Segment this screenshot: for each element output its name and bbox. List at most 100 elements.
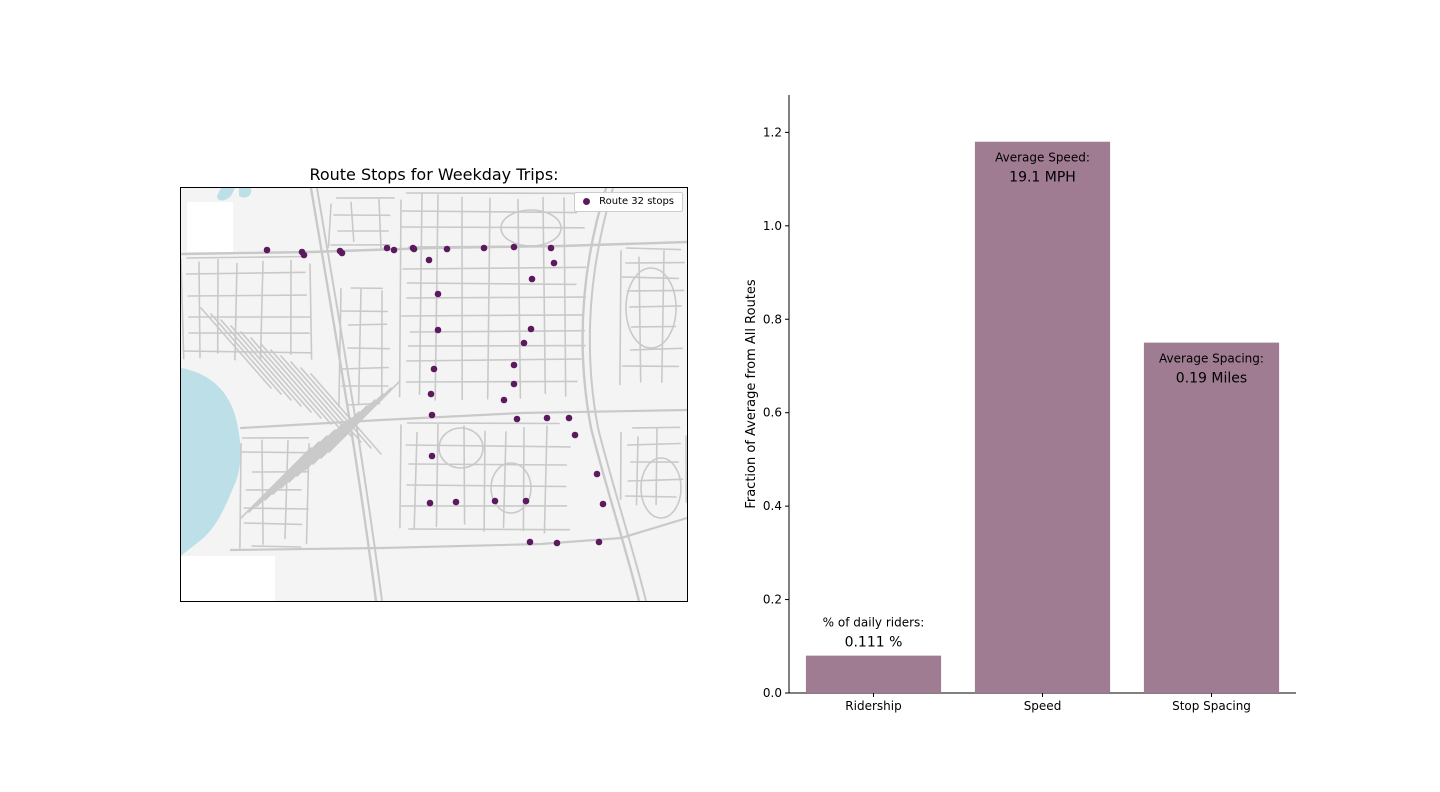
road (655, 427, 658, 506)
road (185, 271, 306, 275)
road (626, 442, 681, 446)
road (259, 260, 264, 361)
route-stop (434, 290, 442, 298)
road (408, 528, 570, 531)
route-stop (383, 244, 391, 252)
map-title: Route Stops for Weekday Trips: (309, 165, 559, 184)
road (619, 250, 622, 386)
road (340, 310, 389, 313)
road (350, 201, 355, 243)
y-tick-label: 0.2 (763, 593, 782, 607)
pond-shape (217, 188, 235, 201)
route-stop (430, 365, 438, 373)
road (250, 337, 322, 419)
pond-shape (239, 188, 252, 198)
route-stop (443, 245, 451, 253)
road (280, 355, 352, 437)
road (400, 226, 585, 229)
road (625, 247, 682, 251)
road (272, 423, 344, 495)
route-stop (427, 390, 435, 398)
road (640, 457, 682, 519)
blank-area (187, 202, 233, 252)
road (229, 516, 687, 552)
road (270, 349, 342, 431)
road (327, 203, 332, 248)
annotation-value: 0.111 % (845, 635, 903, 651)
route-stop (528, 275, 536, 283)
route-stop (510, 380, 518, 388)
annotation-value: 19.1 MPH (1009, 170, 1076, 186)
route-stop (513, 415, 521, 423)
road (483, 430, 486, 532)
route-stops (263, 243, 607, 547)
road (638, 256, 642, 383)
road (256, 435, 328, 507)
road (338, 288, 342, 408)
blank-area (181, 556, 275, 601)
road (517, 198, 522, 399)
road (181, 258, 185, 360)
annotation-label: Average Spacing: (1159, 352, 1264, 366)
road (347, 323, 388, 326)
route-stop (428, 411, 436, 419)
route-stop (520, 339, 528, 347)
y-tick-label: 0.8 (763, 312, 782, 326)
x-tick-label: Ridership (845, 699, 901, 713)
road (234, 262, 238, 361)
y-tick-label: 0.6 (763, 406, 782, 420)
road (522, 427, 525, 532)
lake-shape (181, 368, 241, 556)
route-stop (338, 249, 346, 257)
road (239, 408, 687, 430)
road (300, 367, 372, 449)
road (243, 507, 309, 510)
road (210, 313, 282, 395)
route-stop (547, 244, 555, 252)
route-stop (527, 325, 535, 333)
road (624, 495, 677, 498)
route-stop (434, 326, 442, 334)
road (309, 188, 378, 601)
road (251, 545, 302, 548)
route-stop (595, 538, 603, 546)
road (563, 197, 567, 397)
road (635, 436, 639, 506)
route-stop (480, 244, 488, 252)
road (328, 381, 400, 453)
road (398, 199, 402, 398)
route-map: Route 32 stops (180, 187, 688, 602)
y-tick-label: 1.0 (763, 219, 782, 233)
road (406, 282, 577, 286)
road (288, 411, 360, 483)
road (280, 417, 352, 489)
route-stop (428, 452, 436, 460)
road (186, 255, 306, 259)
road (187, 294, 307, 297)
route-stop (300, 251, 308, 259)
legend-label: Route 32 stops (599, 196, 674, 207)
road (240, 451, 307, 454)
road (240, 447, 312, 519)
road (309, 263, 313, 360)
route-stop (500, 396, 508, 404)
route-stop (410, 245, 418, 253)
route-stop (452, 498, 460, 506)
road-network (181, 188, 687, 601)
road (463, 425, 466, 525)
road (630, 325, 677, 328)
annotation-value: 0.19 Miles (1176, 371, 1247, 387)
road (230, 325, 302, 407)
road (490, 462, 532, 514)
route-stop (526, 538, 534, 546)
road (240, 331, 312, 413)
road (399, 424, 402, 529)
road (304, 399, 376, 471)
road (413, 431, 418, 529)
y-tick-label: 0.4 (763, 499, 782, 513)
annotation-label: % of daily riders: (823, 616, 925, 630)
road (406, 484, 567, 488)
route-stop (543, 414, 551, 422)
road (621, 276, 680, 280)
